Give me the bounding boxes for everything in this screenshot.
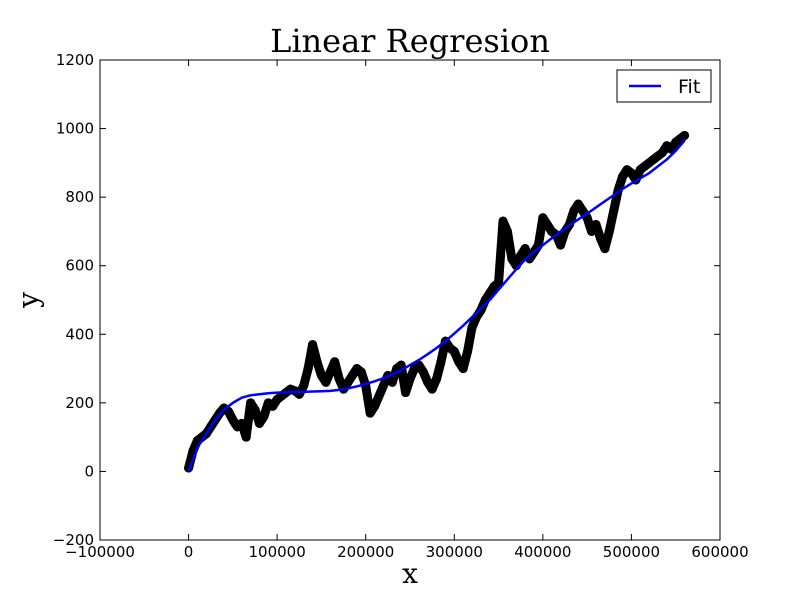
legend: Fit [616, 69, 712, 103]
data-point [618, 172, 628, 182]
data-point [325, 367, 335, 377]
data-point [299, 381, 309, 391]
data-point [463, 346, 473, 356]
x-tick-label: 400000 [514, 543, 571, 561]
chart-title: Linear Regresion [270, 22, 550, 60]
data-point [569, 206, 579, 216]
data-point [538, 213, 548, 223]
data-point [520, 244, 530, 254]
data-point [609, 206, 619, 216]
data-point [370, 401, 380, 411]
data-point [476, 305, 486, 315]
data-point [458, 364, 468, 374]
data-point [365, 408, 375, 418]
data-point [600, 244, 610, 254]
data-point [604, 226, 614, 236]
data-point [396, 360, 406, 370]
data-point [494, 278, 504, 288]
data-point [418, 367, 428, 377]
data-point [330, 357, 340, 367]
fit-line [187, 139, 686, 472]
data-point [578, 206, 588, 216]
data-point [454, 357, 464, 367]
data-point [587, 226, 597, 236]
x-tick-label: 100000 [249, 543, 306, 561]
y-axis-label: y [12, 292, 45, 309]
data-point [374, 391, 384, 401]
data-point [680, 130, 690, 140]
data-point [237, 418, 247, 428]
data-point [334, 374, 344, 384]
plot-area [100, 60, 720, 540]
x-tick-label: 600000 [691, 543, 748, 561]
data-point [321, 377, 331, 387]
data-point [250, 405, 260, 415]
data-point [591, 220, 601, 230]
data-point [316, 370, 326, 380]
x-axis: −100000 0 100000 200000 300000 400000 500000 60… [65, 60, 749, 561]
data-point [246, 398, 256, 408]
data-point [401, 388, 411, 398]
data-point [485, 288, 495, 298]
data-point [387, 377, 397, 387]
data-point [378, 381, 388, 391]
data-point [423, 377, 433, 387]
data-point [449, 346, 459, 356]
fit-series [187, 139, 686, 472]
data-point [347, 370, 357, 380]
y-tick-label: 0 [84, 462, 94, 480]
legend-entry-fit: Fit [678, 76, 700, 98]
y-tick-label: 800 [65, 188, 94, 206]
data-point [308, 340, 318, 350]
y-tick-label: 200 [65, 394, 94, 412]
plot-frame [99, 59, 721, 541]
data-point [432, 374, 442, 384]
data-point [356, 367, 366, 377]
x-tick-label: 300000 [426, 543, 483, 561]
data-point [573, 199, 583, 209]
data-point [542, 220, 552, 230]
data-point [343, 377, 353, 387]
x-axis-label: x [402, 557, 418, 590]
data-point [507, 254, 517, 264]
y-tick-label: 1200 [56, 51, 94, 69]
x-tick-label: 500000 [603, 543, 660, 561]
data-point [427, 384, 437, 394]
y-tick-label: 1000 [56, 120, 94, 138]
data-point [312, 357, 322, 367]
data-point [436, 357, 446, 367]
y-tick-label: −200 [53, 531, 94, 549]
data-point [556, 240, 566, 250]
data-point [498, 216, 508, 226]
x-tick-label: 200000 [337, 543, 394, 561]
data-point [595, 233, 605, 243]
data-point [414, 360, 424, 370]
y-axis: −200 0 200 400 600 800 1000 1200 [53, 51, 720, 549]
data-point [254, 418, 264, 428]
x-tick-label: −100000 [65, 543, 135, 561]
data-point [657, 148, 667, 158]
y-tick-label: 600 [65, 257, 94, 275]
data-point [228, 415, 238, 425]
data-point [241, 432, 251, 442]
y-tick-label: 400 [65, 325, 94, 343]
data-point [516, 250, 526, 260]
data-point [467, 322, 477, 332]
data-point [303, 364, 313, 374]
x-tick-label: 0 [184, 543, 194, 561]
data-point [259, 412, 269, 422]
data-point [268, 401, 278, 411]
data-point [502, 226, 512, 236]
data-point [626, 168, 636, 178]
data-point [405, 374, 415, 384]
